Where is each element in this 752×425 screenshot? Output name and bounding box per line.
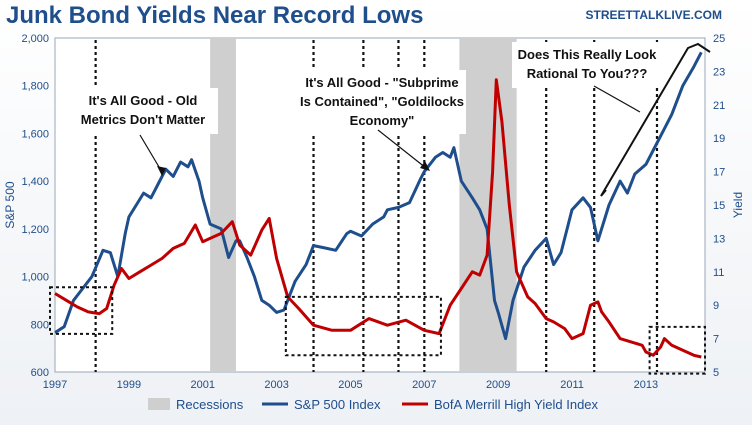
site-watermark: STREETTALKLIVE.COM: [585, 8, 722, 22]
annotation-arrow-a1: [139, 134, 163, 173]
legend-label: BofA Merrill High Yield Index: [434, 397, 599, 412]
y-left-tick-label: 800: [31, 319, 49, 331]
y-right-tick-label: 5: [713, 367, 719, 379]
x-tick-label: 2005: [338, 379, 362, 391]
annotation-arrowhead-a2: [420, 161, 430, 171]
annotation-arrow-a3: [593, 85, 641, 113]
annotation-text-a2: Economy": [350, 113, 415, 128]
x-tick-label: 2011: [560, 379, 584, 391]
series-layer: [54, 51, 703, 359]
y-right-tick-label: 19: [713, 133, 725, 145]
y-right-axis-label: Yield: [731, 192, 745, 218]
highlight-boxes-layer: [49, 286, 707, 375]
y-right-tick-label: 13: [713, 233, 725, 245]
y-right-tick-label: 25: [713, 33, 725, 45]
annotation-text-a3: Rational To You???: [527, 66, 648, 81]
y-left-tick-label: 1,000: [21, 272, 49, 284]
y-left-tick-label: 1,200: [21, 224, 49, 236]
y-right-tick-label: 23: [713, 66, 725, 78]
y-left-tick-label: 1,800: [21, 81, 49, 93]
x-tick-label: 2013: [634, 379, 658, 391]
x-tick-label: 1997: [43, 379, 67, 391]
y-left-tick-label: 1,600: [21, 128, 49, 140]
chart-title: Junk Bond Yields Near Record Lows: [6, 2, 424, 29]
series-line-high-yield: [54, 78, 702, 359]
series-line-sp500: [54, 51, 703, 341]
annotation-box-a1: [68, 88, 218, 134]
recession-band-1: [459, 38, 517, 372]
y-left-axis-label: S&P 500: [3, 181, 17, 228]
y-right-tick-label: 15: [713, 200, 725, 212]
annotation-text-a2: Is Contained", "Goldilocks: [300, 94, 464, 109]
annotation-box-a3: [512, 42, 662, 88]
annotation-text-a3: Does This Really Look: [518, 47, 657, 62]
x-tick-label: 1999: [117, 379, 141, 391]
annotations-layer: It's All Good - Old Metrics Don't Matter I…: [68, 42, 711, 197]
highlight-box-2: [648, 325, 707, 375]
legend-label: Recessions: [176, 397, 244, 412]
y-right-tick-label: 9: [713, 300, 719, 312]
annotation-arrow-a2: [377, 129, 427, 169]
y-right-tick-label: 21: [713, 100, 725, 112]
x-tick-label: 2007: [412, 379, 436, 391]
legend-label: S&P 500 Index: [294, 397, 381, 412]
legend-swatch-recessions: [148, 398, 170, 410]
y-right-tick-label: 11: [713, 267, 724, 279]
axes-layer: 1997 1999 2001 2003 2005 2007 2009 2011 20136008…: [3, 33, 745, 391]
annotation-arrowhead-a1: [157, 166, 166, 176]
annotation-box-a2: [298, 70, 466, 134]
highlight-box-0: [49, 286, 114, 335]
y-left-tick-label: 600: [31, 367, 49, 379]
recessions-layer: [210, 38, 517, 372]
annotation-bracket: [600, 42, 711, 197]
y-left-tick-label: 2,000: [21, 33, 49, 45]
x-tick-label: 2003: [264, 379, 288, 391]
y-left-tick-label: 1,400: [21, 176, 49, 188]
annotation-text-a1: It's All Good - Old: [89, 93, 198, 108]
annotation-text-a2: It's All Good - "Subprime: [305, 75, 458, 90]
x-tick-label: 2009: [486, 379, 510, 391]
annotation-text-a1: Metrics Don't Matter: [81, 112, 205, 127]
y-right-tick-label: 17: [713, 167, 725, 179]
x-tick-label: 2001: [190, 379, 214, 391]
legend: Recessions S&P 500 Index BofA Merrill High…: [148, 397, 599, 412]
y-right-tick-label: 7: [713, 334, 719, 346]
highlight-box-1: [284, 295, 442, 357]
